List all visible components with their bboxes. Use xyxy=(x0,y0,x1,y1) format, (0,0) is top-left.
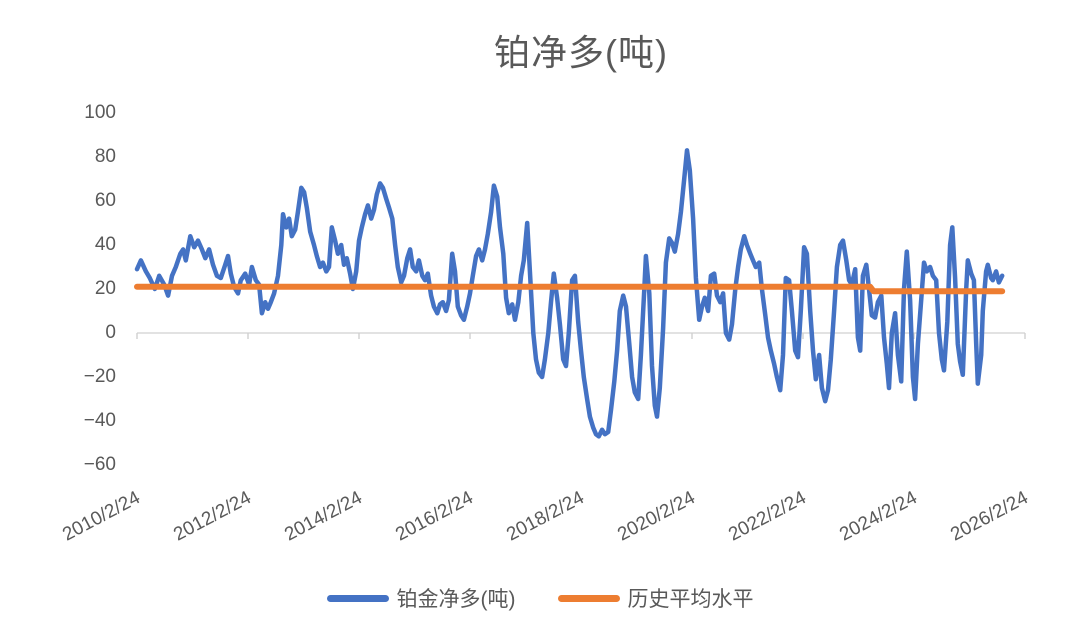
legend-label-platinum-net-long: 铂金净多(吨) xyxy=(396,588,516,611)
series-lines xyxy=(134,148,1006,439)
orange-line-swatch-icon xyxy=(557,594,620,602)
y-axis-tick-label: −20 xyxy=(83,366,116,387)
y-axis-tick-label: −40 xyxy=(83,410,116,431)
y-axis-tick-label: 100 xyxy=(84,102,116,123)
y-axis-tick-label: 80 xyxy=(94,146,116,167)
legend: 铂金净多(吨) 历史平均水平 xyxy=(0,583,1080,613)
y-axis-tick-label: 60 xyxy=(94,190,116,211)
y-axis-tick-label: 0 xyxy=(105,322,116,343)
legend-label-historical-average: 历史平均水平 xyxy=(627,588,754,611)
y-axis-tick-label: 40 xyxy=(94,234,116,255)
y-axis-tick-label: 20 xyxy=(94,278,116,299)
y-axis-tick-label: −60 xyxy=(83,454,116,475)
legend-item-historical-average: 历史平均水平 xyxy=(557,583,754,613)
blue-line-swatch-icon xyxy=(326,594,389,602)
chart-title: 铂净多(吨) xyxy=(494,32,668,73)
legend-item-platinum-net-long: 铂金净多(吨) xyxy=(326,583,516,613)
